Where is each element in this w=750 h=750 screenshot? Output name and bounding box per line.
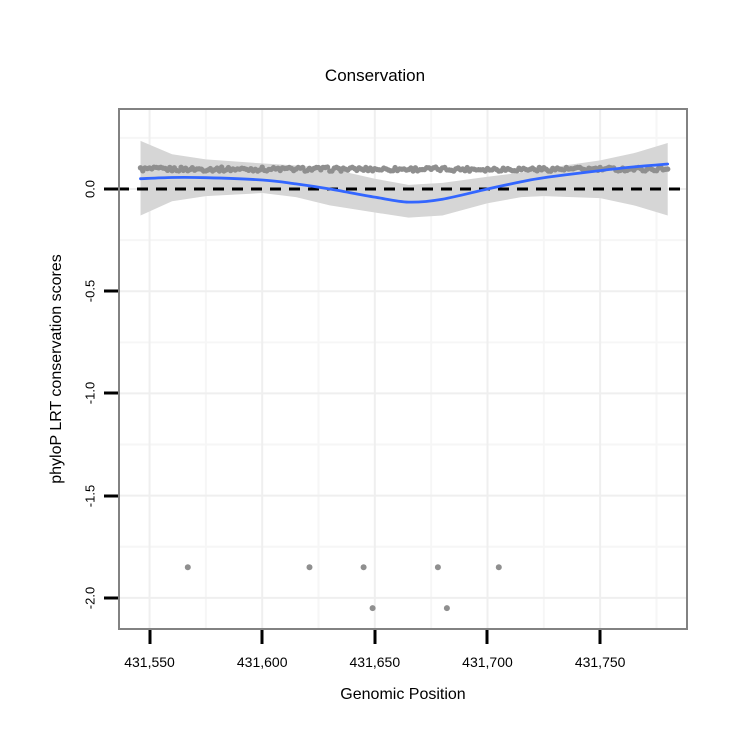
y-axis-tick-mark (104, 596, 118, 600)
outlier-point (306, 564, 313, 571)
x-axis-tick-label: 431,650 (349, 654, 401, 670)
outlier-points (184, 564, 502, 612)
y-axis-tick-label: -0.5 (82, 279, 98, 303)
data-point (665, 166, 671, 172)
conservation-points-band (137, 164, 671, 174)
outlier-point (184, 564, 191, 571)
plot-panel (118, 108, 688, 630)
outlier-point (443, 605, 450, 612)
y-axis-tick-label: -1.0 (82, 382, 98, 405)
y-axis-tick-mark (104, 391, 118, 395)
outlier-point (369, 605, 376, 612)
x-axis-tick-label: 431,600 (236, 654, 288, 670)
x-axis-tick-label: 431,550 (124, 654, 175, 670)
outlier-point (495, 564, 502, 571)
panel-border (118, 108, 688, 630)
loess-smooth-line (139, 162, 670, 204)
y-axis-tick-label: -2.0 (82, 586, 98, 610)
x-axis-tick-mark (485, 630, 489, 644)
y-axis-tick-label: -1.5 (82, 484, 98, 507)
x-axis-title: Genomic Position (340, 686, 466, 703)
y-axis-tick-label: 0.0 (82, 179, 98, 198)
y-axis-tick-mark (104, 187, 118, 191)
x-axis-tick-mark (148, 630, 152, 644)
x-axis-tick-mark (373, 630, 377, 644)
chart-canvas (118, 108, 688, 630)
outlier-point (360, 564, 367, 571)
data-point (218, 164, 225, 170)
x-axis-tick-mark (260, 630, 264, 644)
x-axis-tick-mark (598, 630, 602, 644)
y-axis-tick-mark (104, 289, 118, 293)
y-axis-tick-mark (104, 494, 118, 498)
outlier-point (434, 564, 441, 571)
x-axis-tick-label: 431,700 (462, 654, 513, 670)
y-axis-title: phyloP LRT conservation scores (48, 254, 65, 484)
data-point (324, 164, 331, 170)
plot-title: Conservation (324, 66, 426, 85)
x-axis-tick-label: 431,750 (574, 654, 626, 670)
